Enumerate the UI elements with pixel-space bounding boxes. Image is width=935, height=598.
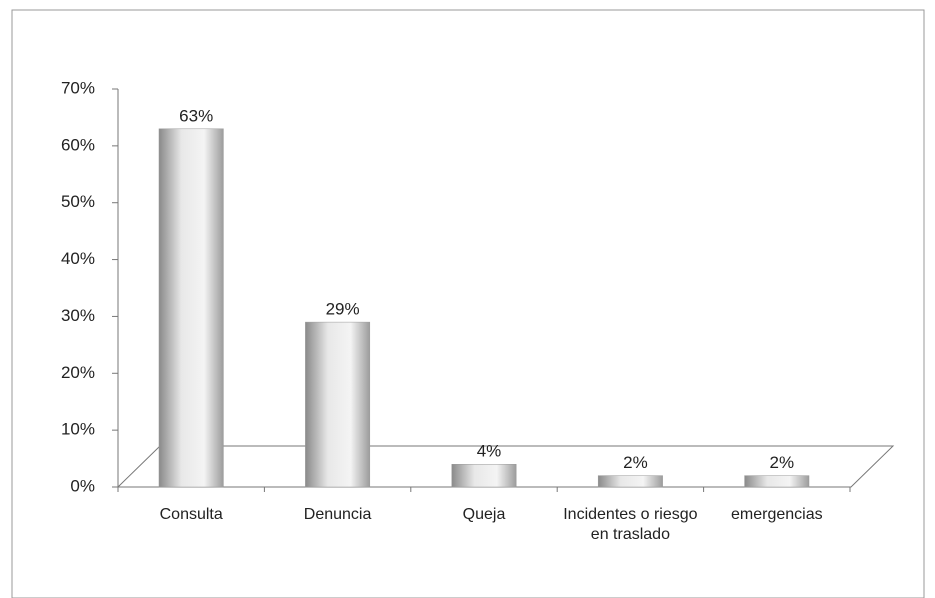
x-tick-label-box: Consulta xyxy=(159,506,223,523)
chart-frame xyxy=(11,9,925,598)
y-tick-label: 10% xyxy=(61,420,95,439)
y-tick-label: 20% xyxy=(61,363,95,382)
bar xyxy=(305,321,371,488)
data-label: 29% xyxy=(326,300,360,319)
x-tick-label: Consulta xyxy=(159,506,223,523)
x-tick-label: Denuncia xyxy=(303,506,372,523)
bar xyxy=(597,475,663,488)
y-tick-label: 0% xyxy=(70,476,95,495)
bar xyxy=(744,475,810,488)
x-tick-label-box: emergencias xyxy=(730,506,823,523)
y-tick-label: 50% xyxy=(61,192,95,211)
bar xyxy=(451,464,517,488)
x-tick-label-box: Queja xyxy=(462,506,506,523)
y-tick-label: 60% xyxy=(61,135,95,154)
x-tick-label: emergencias xyxy=(730,506,823,523)
bar xyxy=(158,128,224,488)
x-tick-label: Queja xyxy=(462,506,506,523)
data-label: 63% xyxy=(179,106,213,125)
x-tick-label: Incidentes o riesgo en traslado xyxy=(563,506,698,543)
y-tick-label: 70% xyxy=(61,78,95,97)
data-label: 2% xyxy=(623,453,648,472)
data-label: 2% xyxy=(770,453,795,472)
x-tick-label-box: Incidentes o riesgo en traslado xyxy=(563,506,698,543)
data-label: 4% xyxy=(477,442,502,461)
y-tick-label: 30% xyxy=(61,306,95,325)
y-tick-label: 40% xyxy=(61,249,95,268)
x-tick-label-box: Denuncia xyxy=(303,506,372,523)
